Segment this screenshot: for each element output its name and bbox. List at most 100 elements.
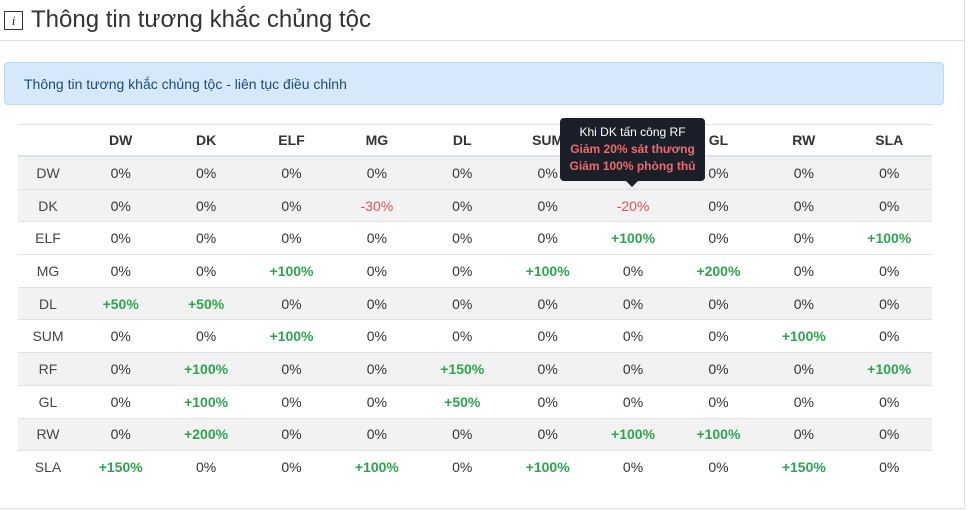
table-row: MG 0% 0% +100% 0% 0% +100% 0% +200% 0% 0% <box>18 254 932 288</box>
cell: 0% <box>675 188 762 222</box>
cell: 0% <box>504 188 591 222</box>
cell: 0% <box>590 450 676 483</box>
info-icon: i <box>4 10 23 30</box>
cell: +150% <box>419 352 505 386</box>
column-header: DL <box>419 124 505 157</box>
alert: Thông tin tương khắc chủng tộc - liên tụ… <box>4 62 944 105</box>
cell: 0% <box>846 384 932 418</box>
cell: 0% <box>78 384 164 418</box>
header-row: DWDKELFMGDLSUMRFGLRWSLA <box>18 124 932 157</box>
cell: 0% <box>846 254 932 288</box>
cell: 0% <box>846 155 932 190</box>
cell: 0% <box>248 450 335 483</box>
cell: +100% <box>675 417 762 451</box>
cell: 0% <box>419 155 505 190</box>
title: Thông tin tương khắc chủng tộc <box>31 6 372 33</box>
cell: +50% <box>419 384 505 418</box>
cell: 0% <box>761 254 847 288</box>
cell: 0% <box>675 352 762 386</box>
cell: 0% <box>761 155 847 190</box>
cell: +200% <box>163 417 249 451</box>
cell: +200% <box>675 254 762 288</box>
column-header: DK <box>163 124 249 157</box>
table-body: DW0%0%0%0%0%0%0%0%0%0%DK0%0%0%-30%0%0%-2… <box>18 155 932 483</box>
table-row: DW0%0%0%0%0%0%0%0%0%0% <box>18 155 932 190</box>
cell: 0% <box>846 319 932 353</box>
cell: +50% <box>163 286 249 320</box>
row-label: RF <box>18 352 78 386</box>
row-label: RW <box>18 417 78 451</box>
table: DWDKELFMGDLSUMRFGLRWSLA DW0%0%0%0%0%0%0%… <box>18 124 932 483</box>
cell: 0% <box>78 155 164 190</box>
cell: 0% <box>334 352 420 386</box>
table-row: ELF 0% 0% 0% 0% 0% 0% +100% 0% 0% +100% <box>18 221 932 255</box>
tooltip-line: Giảm 20% sát thương <box>570 142 695 156</box>
tooltip-line: Giảm 100% phòng thủ <box>569 159 696 173</box>
row-label: SUM <box>18 319 78 353</box>
row-label: DW <box>18 155 78 190</box>
cell: 0% <box>248 352 335 386</box>
cell: +150% <box>761 450 847 483</box>
row-label: MG <box>18 254 78 288</box>
cell: 0% <box>504 221 591 255</box>
cell: 0% <box>419 188 505 222</box>
cell: 0% <box>248 155 335 190</box>
cell: +100% <box>248 319 335 353</box>
row-label: GL <box>18 384 78 418</box>
cell: 0% <box>163 319 249 353</box>
cell: 0% <box>504 384 591 418</box>
cell: 0% <box>248 286 335 320</box>
cell: 0% <box>334 417 420 451</box>
cell: +100% <box>163 352 249 386</box>
cell: 0% <box>419 221 505 255</box>
cell: 0% <box>504 417 591 451</box>
cell: 0% <box>163 221 249 255</box>
cell: 0% <box>419 450 505 483</box>
cell: 0% <box>761 286 847 320</box>
cell: +100% <box>163 384 249 418</box>
cell: 0% <box>334 286 420 320</box>
cell: +100% <box>504 254 591 288</box>
cell: 0% <box>248 188 335 222</box>
cell: 0% <box>163 188 249 222</box>
cell: 0% <box>846 417 932 451</box>
cell: 0% <box>590 286 676 320</box>
column-header: RW <box>761 124 847 157</box>
table-head: DWDKELFMGDLSUMRFGLRWSLA <box>18 124 932 157</box>
cell: 0% <box>504 286 591 320</box>
cell: +100% <box>846 221 932 255</box>
cell: 0% <box>78 254 164 288</box>
cell: 0% <box>163 155 249 190</box>
row-label: ELF <box>18 221 78 255</box>
cell: 0% <box>590 254 676 288</box>
table-row: SUM 0% 0% +100% 0% 0% 0% 0% 0% +100% 0% <box>18 319 932 353</box>
cell: 0% <box>761 384 847 418</box>
cell: 0% <box>419 286 505 320</box>
row-label: DL <box>18 286 78 320</box>
cell: 0% <box>761 352 847 386</box>
cell: 0% <box>248 417 335 451</box>
cell: 0% <box>761 417 847 451</box>
cell: 0% <box>334 221 420 255</box>
cell: 0% <box>590 352 676 386</box>
table-row: SLA +150% 0% 0% +100% 0% +100% 0% 0% +150% 0% <box>18 450 932 483</box>
cell: -20% <box>590 188 676 222</box>
cell: 0% <box>163 254 249 288</box>
column-header: ELF <box>248 124 335 157</box>
cell: +100% <box>504 450 591 483</box>
cell: 0% <box>78 352 164 386</box>
cell: 0% <box>846 450 932 483</box>
column-header: SLA <box>846 124 932 157</box>
cell: 0% <box>78 417 164 451</box>
cell: 0% <box>334 155 420 190</box>
table-row: RW 0% +200% 0% 0% 0% 0% +100% +100% 0% 0% <box>18 417 932 451</box>
cell: 0% <box>334 319 420 353</box>
column-header: DW <box>78 124 164 157</box>
cell: 0% <box>334 384 420 418</box>
cell: +150% <box>78 450 164 483</box>
cell: 0% <box>846 286 932 320</box>
tooltip: Khi DK tấn công RF Giảm 20% sát thương G… <box>560 118 705 187</box>
cell: 0% <box>761 188 847 222</box>
cell: 0% <box>78 221 164 255</box>
